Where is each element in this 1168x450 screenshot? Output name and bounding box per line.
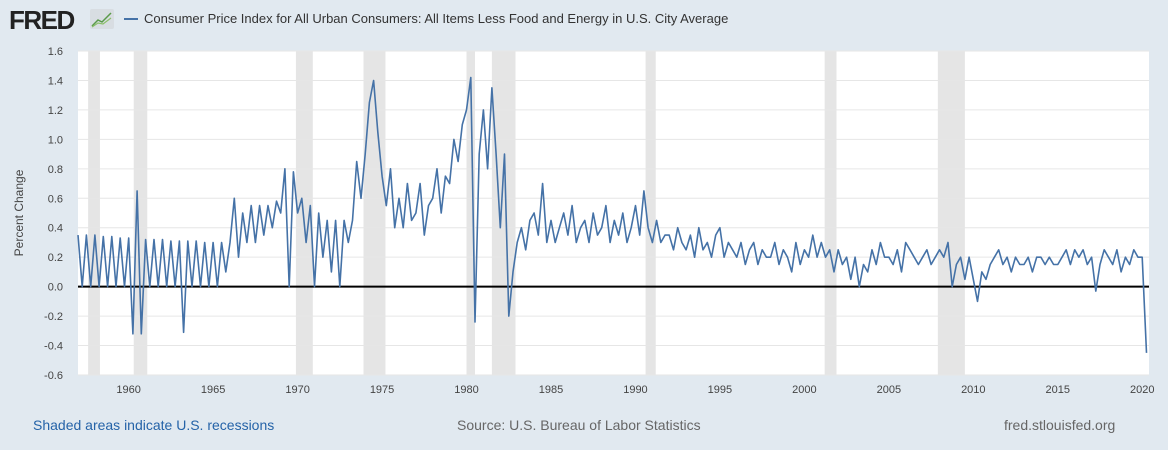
source-text: Source: U.S. Bureau of Labor Statistics	[457, 417, 701, 433]
x-tick-label: 1995	[708, 384, 732, 396]
legend-item: Consumer Price Index for All Urban Consu…	[124, 11, 728, 26]
x-tick-label: 1980	[454, 384, 478, 396]
recession-band	[937, 51, 965, 375]
series-line	[77, 76, 1148, 353]
x-tick-label: 2020	[1130, 384, 1154, 396]
recession-band	[824, 51, 837, 375]
y-tick-label: 0.8	[48, 164, 63, 176]
x-tick-label: 2015	[1046, 384, 1070, 396]
y-tick-label: 0.0	[48, 282, 63, 294]
x-tick-label: 2010	[961, 384, 985, 396]
y-axis-label: Percent Change	[12, 169, 26, 256]
y-tick-label: 0.6	[48, 193, 63, 205]
y-tick-label: -0.4	[44, 341, 63, 353]
y-tick-label: 0.2	[48, 252, 63, 264]
recession-band	[466, 51, 475, 375]
y-tick-label: 1.0	[48, 134, 63, 146]
x-tick-label: 1975	[370, 384, 394, 396]
y-tick-label: 1.6	[48, 46, 63, 58]
recession-band	[88, 51, 100, 375]
series-title: Consumer Price Index for All Urban Consu…	[144, 11, 729, 26]
y-tick-label: -0.6	[44, 370, 63, 382]
x-tick-label: 2005	[877, 384, 901, 396]
recession-note-link[interactable]: Shaded areas indicate U.S. recessions	[33, 417, 275, 433]
plot-area	[78, 51, 1149, 375]
x-tick-label: 1985	[539, 384, 563, 396]
site-link[interactable]: fred.stlouisfed.org	[1004, 417, 1116, 433]
fred-logo[interactable]: FRED	[9, 5, 75, 35]
chart-logo-icon	[90, 9, 114, 29]
recession-band	[363, 51, 386, 375]
legend-swatch	[124, 17, 138, 20]
recession-band	[295, 51, 313, 375]
x-tick-label: 1960	[116, 384, 140, 396]
x-tick-label: 1990	[623, 384, 647, 396]
y-tick-label: 0.4	[48, 223, 63, 235]
x-tick-label: 2000	[792, 384, 816, 396]
chart-svg: -0.6 -0.4 -0.2 0.0 0.2 0.4 0.6 0.8 1.0 1.2 1.4 1.6 1…	[12, 46, 1154, 396]
y-tick-label: 1.2	[48, 105, 63, 117]
y-tick-label: -0.2	[44, 311, 63, 323]
y-tick-label: 1.4	[48, 75, 63, 87]
x-tick-label: 1965	[201, 384, 225, 396]
recession-band	[491, 51, 516, 375]
recession-band	[645, 51, 656, 375]
x-tick-label: 1970	[285, 384, 309, 396]
